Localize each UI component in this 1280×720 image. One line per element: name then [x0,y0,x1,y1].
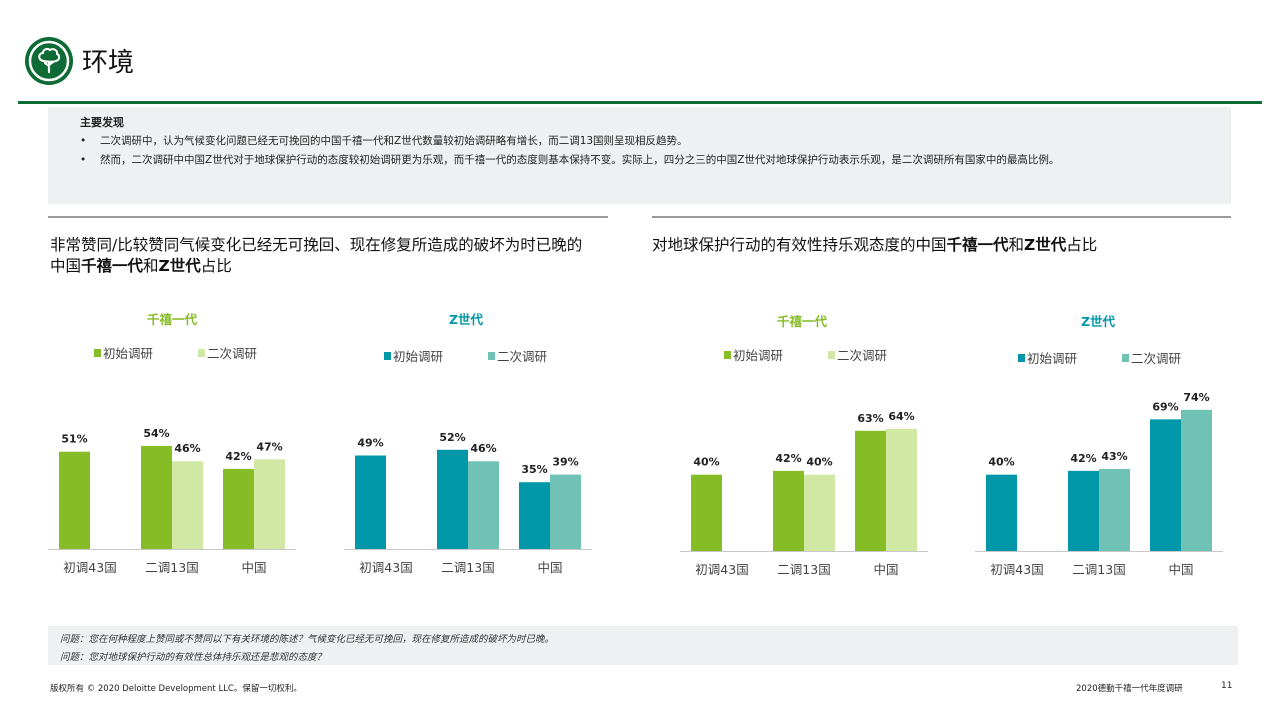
data-label: 40% [693,456,719,469]
data-label: 54% [143,427,169,440]
footer-report-name: 2020德勤千禧一代年度调研 [1076,684,1183,694]
bar [804,474,835,551]
legend-label: 二次调研 [207,346,257,361]
data-label: 42% [225,450,251,463]
data-label: 64% [888,410,914,423]
legend-swatch [488,352,495,360]
data-label: 49% [357,437,383,450]
category-label: 初调43国 [695,562,748,577]
category-label: 中国 [1168,562,1193,577]
bar [519,482,550,549]
data-label: 40% [806,456,832,469]
data-label: 51% [61,433,87,446]
legend-swatch [198,349,205,357]
data-label: 43% [1101,450,1127,463]
data-label: 69% [1152,400,1178,413]
data-label: 42% [775,452,801,465]
data-label: 47% [256,440,282,453]
bar [773,470,804,551]
data-label: 46% [174,442,200,455]
key-findings-box: 主要发现 • 二次调研中，认为气候变化问题已经无可挽回的中国千禧一代和Z世代数量较… [48,107,1231,204]
finding-item: • 然而，二次调研中中国Z世代对于地球保护行动的态度较初始调研更为乐观，而千禧一代… [80,154,1060,166]
bar [1099,468,1130,551]
category-label: 二调13国 [1072,562,1125,577]
legend-label: 初始调研 [393,349,443,364]
category-label: 初调43国 [990,562,1043,577]
legend-swatch [384,352,391,360]
bar [59,451,90,549]
bar [691,474,722,551]
bar [355,455,386,549]
data-label: 63% [857,412,883,425]
legend-label: 初始调研 [1027,351,1077,366]
data-label: 74% [1183,391,1209,404]
legend-label: 初始调研 [103,346,153,361]
chart-title: 千禧一代 [147,312,198,327]
bar [986,474,1017,551]
data-label: 40% [988,456,1014,469]
finding-item: • 二次调研中，认为气候变化问题已经无可挽回的中国千禧一代和Z世代数量较初始调研略… [80,135,688,147]
legend-swatch [724,351,731,359]
bar [172,461,203,549]
question-text: 问题：您对地球保护行动的有效性总体持乐观还是悲观的态度？ [60,652,327,663]
chart-title: Z世代 [449,312,484,327]
category-label: 初调43国 [63,560,116,575]
legend-label: 二次调研 [837,348,887,363]
data-label: 46% [470,442,496,455]
page-title: 环境 [82,48,135,78]
data-label: 35% [521,463,547,476]
category-label: 二调13国 [441,560,494,575]
legend-swatch [1018,354,1025,362]
left-panel-title: 非常赞同/比较赞同气候变化已经无可挽回、现在修复所造成的破坏为时已晚的 中国千禧… [50,236,583,275]
category-label: 二调13国 [145,560,198,575]
bar [1068,470,1099,551]
page-number: 11 [1221,681,1233,691]
legend-swatch [828,351,835,359]
legend-swatch [94,349,101,357]
right-panel-divider [652,216,1231,218]
bar [223,468,254,549]
question-text: 问题：您在何种程度上赞同或不赞同以下有关环境的陈述？气候变化已经无可挽回，现在修… [60,634,555,645]
chart-title: Z世代 [1081,314,1116,329]
data-label: 39% [552,456,578,469]
left-panel-divider [48,216,608,218]
legend-label: 二次调研 [497,349,547,364]
footer-copyright: 版权所有 © 2020 Deloitte Development LLC。保留一… [50,684,302,694]
legend-label: 二次调研 [1131,351,1181,366]
bar [886,428,917,551]
bar [141,445,172,549]
bar [1181,409,1212,551]
category-label: 中国 [241,560,266,575]
questions-box: 问题：您在何种程度上赞同或不赞同以下有关环境的陈述？气候变化已经无可挽回，现在修… [48,626,1238,665]
data-label: 52% [439,431,465,444]
header-divider [18,101,1262,104]
category-label: 中国 [873,562,898,577]
legend-label: 初始调研 [733,348,783,363]
bar [468,461,499,549]
key-findings-heading: 主要发现 [80,116,124,129]
category-label: 二调13国 [777,562,830,577]
category-label: 中国 [537,560,562,575]
bar [855,430,886,551]
bar [1150,419,1181,551]
tree-icon [25,37,73,85]
chart-title: 千禧一代 [777,314,828,329]
category-label: 初调43国 [359,560,412,575]
legend-swatch [1122,354,1129,362]
bar [254,459,285,549]
bar [437,449,468,549]
bar [550,474,581,549]
data-label: 42% [1070,452,1096,465]
right-panel-title: 对地球保护行动的有效性持乐观态度的中国千禧一代和Z世代占比 [652,236,1098,254]
